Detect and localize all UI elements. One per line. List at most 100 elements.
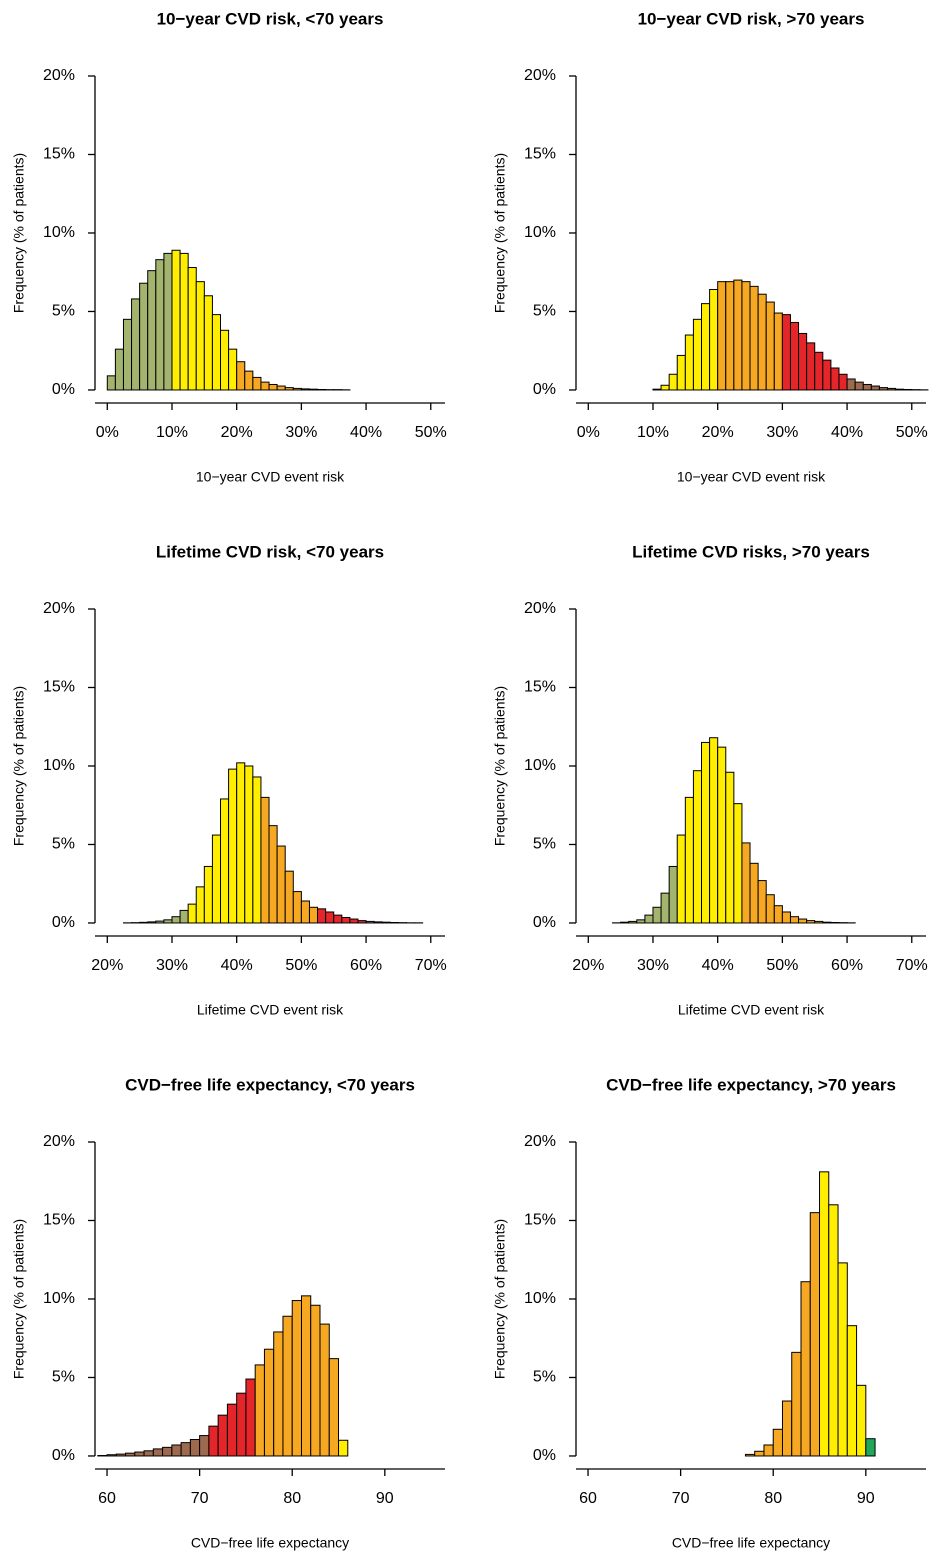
x-tick-label: 50%: [766, 957, 798, 974]
bar: [139, 282, 149, 391]
bar: [717, 746, 727, 924]
bar: [260, 796, 270, 924]
x-tick-label: 20%: [572, 957, 604, 974]
x-tick-label: 40%: [350, 424, 382, 441]
bar: [319, 1323, 330, 1457]
bar: [211, 834, 222, 924]
x-tick-label: 70: [191, 1490, 209, 1507]
x-axis-label: Lifetime CVD event risk: [678, 1002, 825, 1018]
bar: [789, 321, 800, 391]
x-axis-label: Lifetime CVD event risk: [197, 1002, 344, 1018]
x-axis-label: CVD−free life expectancy: [191, 1535, 349, 1551]
bar: [636, 919, 646, 924]
y-tick-label: 0%: [533, 381, 556, 398]
bar: [830, 367, 840, 391]
bar: [273, 1331, 284, 1457]
bar: [365, 920, 375, 924]
bar: [284, 870, 294, 924]
bar: [781, 911, 791, 924]
bar: [284, 387, 294, 391]
bar: [254, 1364, 265, 1457]
bar: [328, 1358, 340, 1457]
y-tick-label: 0%: [52, 1447, 75, 1464]
y-tick-label: 15%: [524, 146, 556, 163]
bar: [252, 376, 262, 391]
bar: [162, 1446, 173, 1457]
x-tick-label: 40%: [702, 957, 734, 974]
y-axis-label: Frequency (% of patients): [11, 686, 27, 846]
x-tick-label: 70%: [896, 957, 928, 974]
bar: [276, 845, 286, 924]
bar: [187, 903, 197, 924]
x-tick-label: 70%: [415, 957, 447, 974]
bar: [822, 921, 832, 924]
bar: [717, 281, 727, 391]
bar: [189, 1438, 201, 1457]
bar: [171, 916, 181, 924]
x-axis-label: 10−year CVD event risk: [677, 469, 826, 485]
bar: [741, 842, 751, 924]
bar: [122, 318, 133, 391]
y-tick-label: 0%: [533, 914, 556, 931]
y-tick-label: 0%: [52, 381, 75, 398]
y-tick-label: 5%: [52, 836, 75, 853]
bar: [725, 281, 735, 391]
bar: [846, 378, 856, 391]
y-tick-label: 10%: [524, 757, 556, 774]
bar: [114, 348, 124, 391]
chart-title: CVD−free life expectancy, <70 years: [125, 1075, 415, 1094]
bar: [773, 312, 783, 391]
bar: [325, 911, 335, 924]
bar: [308, 906, 319, 924]
bar: [692, 770, 703, 924]
x-tick-label: 30%: [766, 424, 798, 441]
bar: [773, 905, 783, 924]
x-tick-label: 10%: [156, 424, 188, 441]
x-tick-label: 50%: [285, 957, 317, 974]
bar: [754, 1450, 765, 1457]
bar: [179, 252, 189, 391]
bar: [187, 267, 197, 391]
y-tick-label: 5%: [533, 1369, 556, 1386]
bar: [115, 1453, 127, 1457]
bar: [709, 737, 719, 924]
x-tick-label: 40%: [831, 424, 863, 441]
y-tick-label: 0%: [533, 1447, 556, 1464]
y-tick-label: 20%: [43, 600, 75, 617]
bar: [806, 920, 816, 924]
bar: [757, 880, 767, 924]
y-tick-label: 15%: [43, 146, 75, 163]
bar: [733, 803, 743, 924]
y-tick-label: 5%: [533, 303, 556, 320]
bar: [163, 919, 173, 924]
bar: [292, 387, 302, 391]
y-tick-label: 20%: [43, 1133, 75, 1150]
bar: [676, 834, 686, 924]
bar: [106, 375, 116, 391]
x-tick-label: 60: [98, 1490, 116, 1507]
bar: [171, 1444, 182, 1457]
x-tick-label: 50%: [896, 424, 928, 441]
bar: [155, 259, 165, 391]
chart-title: 10−year CVD risk, >70 years: [638, 9, 865, 28]
bar: [217, 1414, 228, 1457]
bar: [245, 1378, 256, 1457]
bar: [357, 920, 367, 924]
bar: [684, 334, 694, 391]
bar: [268, 825, 278, 924]
bar: [203, 865, 213, 924]
y-tick-label: 5%: [52, 303, 75, 320]
y-tick-label: 10%: [524, 224, 556, 241]
bar: [789, 916, 800, 924]
bar: [338, 1439, 349, 1457]
bar: [660, 384, 670, 391]
y-tick-label: 15%: [524, 679, 556, 696]
y-tick-label: 20%: [524, 1133, 556, 1150]
bar: [373, 921, 383, 924]
bar: [806, 342, 816, 391]
bar: [887, 387, 897, 391]
bar: [798, 332, 808, 391]
x-tick-label: 0%: [577, 424, 600, 441]
bar: [143, 1450, 154, 1457]
